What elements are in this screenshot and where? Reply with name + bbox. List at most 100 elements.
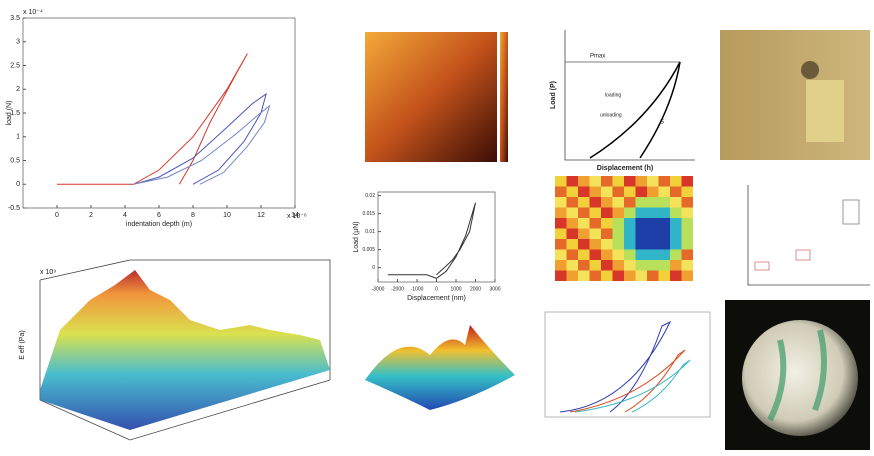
heat-cell	[624, 218, 636, 229]
heat-cell	[658, 197, 670, 208]
heat-map	[555, 176, 693, 281]
heat-cell	[601, 249, 613, 260]
heat-cell	[566, 270, 578, 281]
heat-cell	[681, 218, 693, 229]
heat-cell	[670, 197, 682, 208]
heat-cell	[566, 176, 578, 187]
y-tick-label: 0	[16, 181, 20, 188]
heat-cell	[624, 239, 636, 250]
heat-cell	[578, 249, 590, 260]
heat-cell	[555, 207, 567, 218]
diagram-pmax: Pmax	[590, 54, 605, 60]
afm-image	[365, 32, 497, 162]
heat-cell	[612, 249, 624, 260]
y-tick-label: 0.02	[365, 193, 375, 199]
heat-cell	[601, 270, 613, 281]
heat-cell	[647, 197, 659, 208]
heat-cell	[635, 249, 647, 260]
heat-cell	[578, 176, 590, 187]
x-tick-label: 12	[257, 212, 265, 219]
heat-cell	[566, 197, 578, 208]
y-tick-label: 3	[16, 39, 20, 46]
heat-cell	[647, 176, 659, 187]
heat-cell	[624, 260, 636, 271]
x-tick-label: 2000	[470, 286, 481, 292]
heat-cell	[658, 239, 670, 250]
heat-cell	[681, 197, 693, 208]
heat-cell	[670, 186, 682, 197]
x-tick-label: 14	[291, 212, 299, 219]
indentation-diagram: Load (P) Displacement (h) Pmax loading u…	[550, 30, 695, 172]
heat-cell	[670, 249, 682, 260]
heat-cell	[578, 197, 590, 208]
heat-cell	[612, 239, 624, 250]
heat-cell	[589, 176, 601, 187]
y-tick-label: 1.5	[10, 110, 20, 117]
heat-cell	[658, 186, 670, 197]
heat-cell	[555, 228, 567, 239]
heat-cell	[670, 218, 682, 229]
heat-cell	[612, 228, 624, 239]
heat-cell	[601, 197, 613, 208]
heat-cell	[589, 270, 601, 281]
heat-cell	[578, 239, 590, 250]
diagram-s: S	[660, 120, 664, 126]
x-tick-label: 1000	[450, 286, 461, 292]
heat-cell	[681, 270, 693, 281]
heat-cell	[589, 228, 601, 239]
heat-cell	[681, 176, 693, 187]
x-axis-label: indentation depth (m)	[126, 221, 192, 228]
x-tick-label: 8	[191, 212, 195, 219]
heat-cell	[601, 239, 613, 250]
heat-cell	[612, 260, 624, 271]
heat-cell	[566, 207, 578, 218]
x-tick-label: -3000	[372, 286, 385, 292]
heat-cell	[681, 249, 693, 260]
heat-cell	[578, 260, 590, 271]
heat-cell	[624, 207, 636, 218]
heat-cell	[555, 260, 567, 271]
unloading-curve	[639, 61, 681, 159]
plot-frame	[377, 191, 496, 283]
heat-cell	[624, 249, 636, 260]
heat-cell	[601, 260, 613, 271]
x-tick-label: 0	[55, 212, 59, 219]
heat-cell	[670, 260, 682, 271]
heat-cell	[624, 228, 636, 239]
y-tick-label: -0.5	[8, 205, 20, 212]
sphere-photo	[742, 320, 858, 436]
heat-cell	[635, 176, 647, 187]
heat-cell	[589, 186, 601, 197]
heat-cell	[612, 176, 624, 187]
data-line	[387, 202, 476, 279]
x-axis-label: Displacement (nm)	[407, 295, 466, 302]
heat-cell	[612, 186, 624, 197]
heat-cell	[658, 176, 670, 187]
heat-cell	[635, 218, 647, 229]
y-tick-label: 0	[372, 265, 375, 271]
heat-cell	[555, 218, 567, 229]
photo-detail	[806, 80, 844, 142]
y-tick-label: 0.01	[365, 229, 375, 235]
surface	[40, 270, 330, 430]
heat-cell	[555, 270, 567, 281]
heat-cell	[670, 228, 682, 239]
heat-cell	[635, 207, 647, 218]
surface-y-label: E eff (Pa)	[19, 330, 26, 359]
heat-cell	[578, 228, 590, 239]
heat-cell	[624, 197, 636, 208]
diagram-y-label: Load (P)	[550, 81, 557, 109]
y-tick-label: 3.5	[10, 15, 20, 22]
heat-cell	[601, 186, 613, 197]
heat-cell	[658, 270, 670, 281]
diagram-loading: loading	[605, 92, 621, 98]
heat-cell	[635, 197, 647, 208]
heat-cell	[647, 249, 659, 260]
heat-cell	[635, 186, 647, 197]
heat-cell	[681, 207, 693, 218]
y-tick-label: 0.5	[10, 157, 20, 164]
heat-cell	[635, 239, 647, 250]
heat-cell	[589, 197, 601, 208]
heat-cell	[658, 207, 670, 218]
